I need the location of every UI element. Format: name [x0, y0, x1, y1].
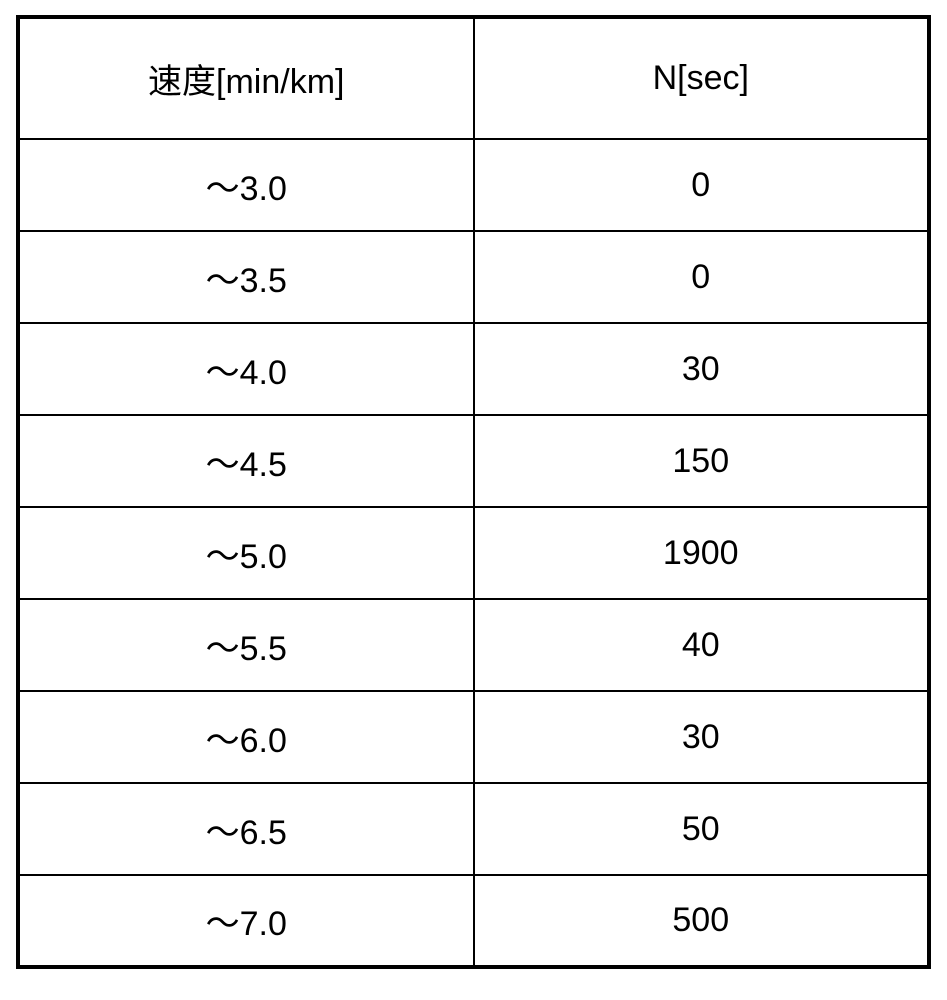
cell-n: 30	[474, 323, 930, 415]
speed-table-container: 速度[min/km] N[sec] ～3.0 0 ～3.5 0 ～4.0 30 …	[16, 15, 931, 969]
table-row: ～3.5 0	[18, 231, 929, 323]
cell-speed: ～7.0	[18, 875, 474, 967]
column-header-speed: 速度[min/km]	[18, 17, 474, 139]
cell-n: 0	[474, 231, 930, 323]
cell-speed: ～6.0	[18, 691, 474, 783]
column-header-n: N[sec]	[474, 17, 930, 139]
cell-n: 1900	[474, 507, 930, 599]
table-row: ～4.5 150	[18, 415, 929, 507]
table-header-row: 速度[min/km] N[sec]	[18, 17, 929, 139]
speed-table: 速度[min/km] N[sec] ～3.0 0 ～3.5 0 ～4.0 30 …	[16, 15, 931, 969]
cell-speed: ～6.5	[18, 783, 474, 875]
table-row: ～3.0 0	[18, 139, 929, 231]
table-row: ～4.0 30	[18, 323, 929, 415]
cell-n: 0	[474, 139, 930, 231]
cell-n: 500	[474, 875, 930, 967]
cell-speed: ～3.5	[18, 231, 474, 323]
table-row: ～7.0 500	[18, 875, 929, 967]
cell-speed: ～4.0	[18, 323, 474, 415]
cell-speed: ～5.0	[18, 507, 474, 599]
table-row: ～6.0 30	[18, 691, 929, 783]
cell-n: 30	[474, 691, 930, 783]
cell-n: 50	[474, 783, 930, 875]
table-row: ～5.5 40	[18, 599, 929, 691]
cell-speed: ～5.5	[18, 599, 474, 691]
cell-speed: ～4.5	[18, 415, 474, 507]
cell-speed: ～3.0	[18, 139, 474, 231]
table-row: ～6.5 50	[18, 783, 929, 875]
cell-n: 150	[474, 415, 930, 507]
cell-n: 40	[474, 599, 930, 691]
table-row: ～5.0 1900	[18, 507, 929, 599]
